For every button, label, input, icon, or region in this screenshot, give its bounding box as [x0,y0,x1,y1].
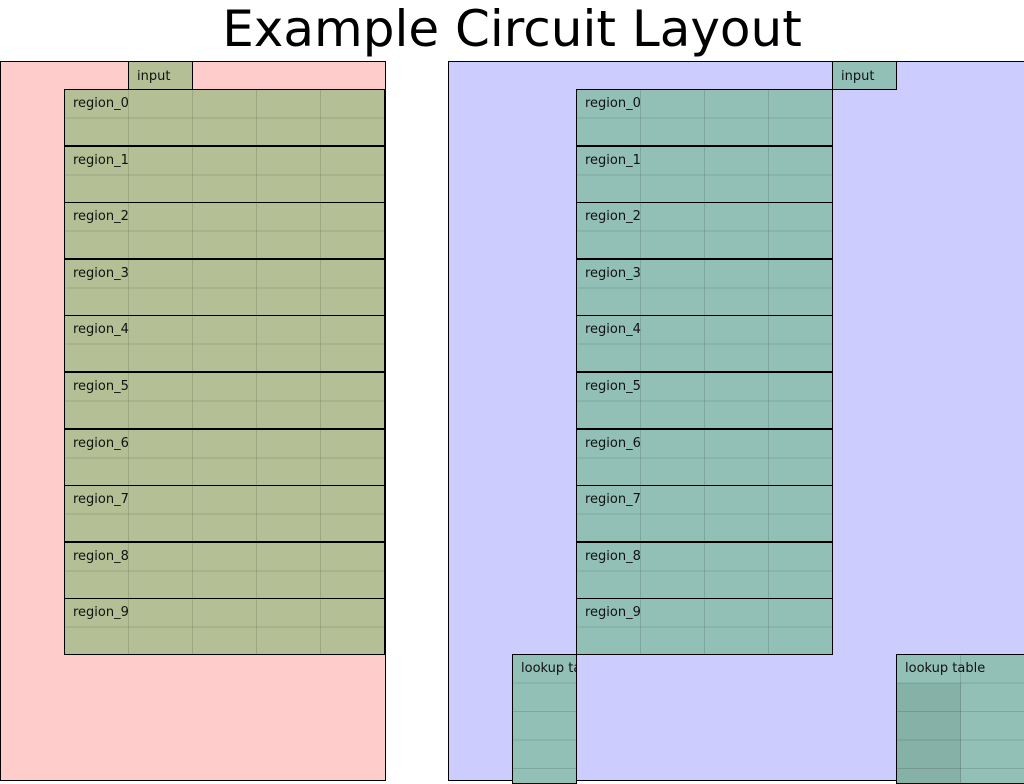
left-region-label: region_8 [73,548,129,564]
left-region-6: region_6 [64,428,385,486]
right-region-5: region_5 [576,372,833,429]
left-region-7: region_7 [64,485,385,543]
right-input-label: input [841,69,875,84]
left-region-label: region_7 [73,492,129,508]
lookup-table-label: lookup table [521,661,576,676]
right-region-3: region_3 [576,258,833,316]
left-region-3: region_3 [64,258,385,316]
right-region-label: region_4 [585,322,641,338]
right-region-7: region_7 [576,485,833,543]
right-region-2: region_2 [576,202,833,260]
left-input-block: input [128,61,193,90]
right-region-label: region_2 [585,209,641,225]
right-region-label: region_8 [585,548,641,564]
right-region-1: region_1 [576,145,833,203]
left-region-1: region_1 [64,145,385,203]
left-region-label: region_2 [73,209,129,225]
left-region-label: region_6 [73,435,129,451]
right-region-label: region_6 [585,435,641,451]
left-region-label: region_5 [73,379,129,394]
right-region-label: region_7 [585,492,641,508]
left-input-label: input [137,69,171,84]
left-region-label: region_4 [73,322,129,338]
left-region-2: region_2 [64,202,385,260]
lookup-table-block: lookup table [896,654,1024,784]
left-region-9: region_9 [64,598,385,656]
left-region-label: region_3 [73,265,129,281]
right-region-6: region_6 [576,428,833,486]
right-region-9: region_9 [576,598,833,656]
right-region-label: region_0 [585,96,641,111]
left-region-label: region_9 [73,605,129,621]
right-region-8: region_8 [576,541,833,599]
right-region-0: region_0 [576,89,833,146]
left-region-8: region_8 [64,541,385,599]
lookup-table-label: lookup table [905,661,986,676]
right-region-label: region_9 [585,605,641,621]
left-region-0: region_0 [64,89,385,146]
right-region-label: region_3 [585,265,641,281]
left-region-5: region_5 [64,372,385,429]
lookup-table-block: lookup table [512,654,577,784]
right-region-label: region_5 [585,379,641,394]
left-region-label: region_1 [73,152,129,168]
left-region-label: region_0 [73,96,129,111]
right-input-block: input [832,61,897,90]
right-region-4: region_4 [576,315,833,373]
left-region-4: region_4 [64,315,385,373]
diagram-title: Example Circuit Layout [222,0,802,58]
right-region-label: region_1 [585,152,641,168]
